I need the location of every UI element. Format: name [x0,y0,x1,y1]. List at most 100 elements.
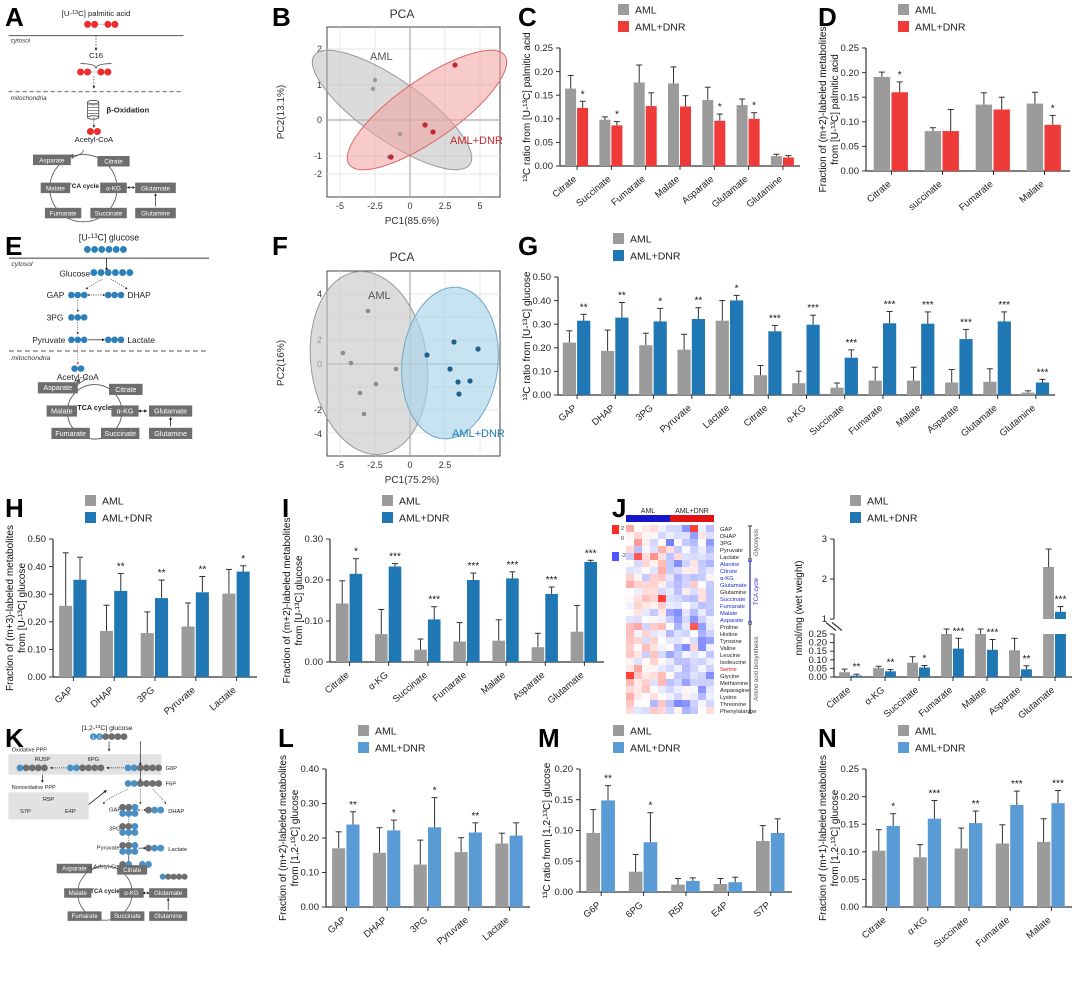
svg-text:mitochondria: mitochondria [11,355,50,362]
svg-text:¹³C ratio from [U-¹³C] palmit: ¹³C ratio from [U-¹³C] palmitic acid [522,32,533,181]
svg-text:AML+DNR: AML+DNR [630,251,681,263]
svg-text:from [U-¹³C] palmitic acid: from [U-¹³C] palmitic acid [830,54,841,165]
svg-text:0.50: 0.50 [28,534,47,545]
svg-text:E4P: E4P [65,809,76,815]
svg-text:**: ** [580,302,588,313]
svg-text:from [1,2-¹³C] glucose: from [1,2-¹³C] glucose [830,789,841,886]
svg-text:Citrate: Citrate [104,159,123,166]
svg-text:0.25: 0.25 [841,764,860,775]
svg-text:Glycolysis: Glycolysis [754,529,760,556]
svg-text:***: *** [845,338,857,349]
svg-text:-5: -5 [336,201,344,211]
svg-text:AML: AML [375,726,397,738]
svg-text:Phenylalanine: Phenylalanine [720,709,756,715]
svg-text:0.05: 0.05 [535,138,554,149]
svg-text:*: * [581,89,585,100]
svg-text:0.50: 0.50 [533,272,552,283]
svg-text:Malate: Malate [1018,179,1047,206]
svg-text:TCA cycle: TCA cycle [754,577,760,605]
svg-text:***: *** [960,317,972,328]
svg-text:F6P: F6P [165,782,176,788]
svg-text:Nonoxidative PPP: Nonoxidative PPP [12,785,56,791]
svg-text:Glutamate: Glutamate [141,185,171,192]
svg-text:Succinate: Succinate [932,915,971,950]
svg-text:DHAP: DHAP [168,809,184,815]
svg-text:*: * [433,786,437,797]
svg-text:Asparate: Asparate [43,383,72,392]
svg-text:Serine: Serine [720,667,737,673]
svg-text:6PG: 6PG [624,900,646,921]
svg-text:Pyruvate: Pyruvate [32,335,65,345]
svg-text:**: ** [1023,654,1031,665]
svg-text:E4P: E4P [709,900,730,920]
svg-text:Fumarate: Fumarate [917,685,955,720]
svg-text:Fumarate: Fumarate [71,913,98,920]
svg-text:0: 0 [407,460,412,470]
svg-text:Lactate: Lactate [720,555,739,561]
svg-text:Malate: Malate [653,174,682,201]
svg-text:AML+DNR: AML+DNR [915,22,966,34]
svg-text:Fumarate: Fumarate [720,604,745,610]
svg-text:¹³C ratio from [1,2-¹³C] gluco: ¹³C ratio from [1,2-¹³C] glucose [542,762,553,898]
svg-text:Tyrosine: Tyrosine [720,639,742,645]
svg-text:***: *** [1011,779,1023,790]
svg-text:3PG: 3PG [47,313,64,323]
svg-text:2: 2 [822,574,827,585]
svg-text:0.15: 0.15 [535,90,554,101]
svg-text:AML: AML [370,51,393,63]
svg-text:0.15: 0.15 [555,795,574,806]
svg-text:Pyruvate: Pyruvate [720,548,743,554]
svg-text:Glutamate: Glutamate [710,174,751,211]
svg-text:**: ** [972,799,980,810]
svg-text:AML: AML [630,726,652,738]
svg-text:-2.5: -2.5 [367,201,383,211]
svg-text:AML+DNR: AML+DNR [450,135,503,147]
svg-text:DHAP: DHAP [127,290,151,300]
svg-text:Succinate: Succinate [104,429,136,438]
svg-text:0.10: 0.10 [533,367,552,378]
svg-text:*: * [752,101,756,112]
svg-text:0.20: 0.20 [533,343,552,354]
svg-text:succinate: succinate [907,179,945,213]
svg-text:DHAP: DHAP [89,685,116,710]
svg-text:Fraction of (m+2)-labeled meta: Fraction of (m+2)-labeled metabolites [278,755,289,921]
svg-text:6PG: 6PG [88,757,100,763]
svg-text:Glutamate: Glutamate [154,890,183,897]
svg-text:*: * [735,283,739,294]
svg-text:α-KG: α-KG [863,685,887,708]
svg-text:0: 0 [407,201,412,211]
svg-text:Fraction of (m+1)-labeled meta: Fraction of (m+1)-labeled metabolites [818,755,829,921]
svg-text:S7P: S7P [752,900,773,920]
svg-text:3PG: 3PG [408,915,430,936]
svg-text:GAP: GAP [53,685,75,706]
svg-text:Lysine: Lysine [720,695,737,701]
svg-text:Glutamate: Glutamate [546,670,587,707]
svg-text:3: 3 [822,534,827,545]
svg-text:Asparagine: Asparagine [720,688,749,694]
svg-text:Threonine: Threonine [720,702,746,708]
svg-text:Malate: Malate [720,611,737,617]
svg-text:Fumarate: Fumarate [55,429,86,438]
svg-text:Succinate: Succinate [574,174,613,209]
svg-text:0.20: 0.20 [555,764,574,775]
svg-text:3PG: 3PG [135,685,157,706]
svg-text:***: *** [769,313,781,324]
svg-text:***: *** [1052,779,1064,790]
svg-text:Glutamine: Glutamine [141,211,170,218]
svg-text:AML: AML [915,5,937,17]
svg-text:Leucine: Leucine [720,653,740,659]
svg-text:0.15: 0.15 [841,92,860,103]
svg-text:Fumarate: Fumarate [847,403,885,438]
svg-text:0.10: 0.10 [535,114,554,125]
svg-text:2.5: 2.5 [439,201,452,211]
svg-text:Malate: Malate [479,670,508,697]
svg-text:[U-13C] glucose: [U-13C] glucose [79,233,140,243]
svg-text:Fumarate: Fumarate [974,915,1012,950]
svg-text:*: * [898,70,902,81]
svg-text:[1,2-13C] glucose: [1,2-13C] glucose [81,724,132,732]
svg-text:*: * [718,102,722,113]
svg-text:0.25: 0.25 [841,43,860,54]
svg-text:nmol/mg (wet weight): nmol/mg (wet weight) [794,560,805,655]
svg-text:Asparate: Asparate [925,403,961,436]
svg-text:*: * [354,547,358,558]
